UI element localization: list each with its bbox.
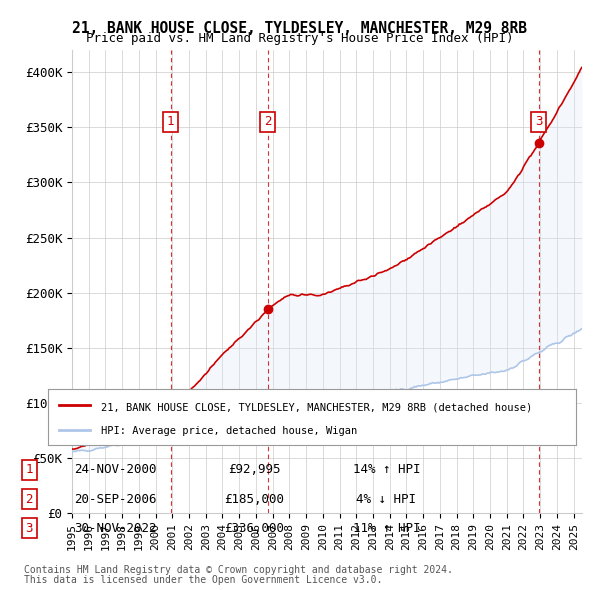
- Text: 3: 3: [26, 522, 33, 535]
- Text: 4% ↓ HPI: 4% ↓ HPI: [356, 493, 416, 506]
- Text: £92,995: £92,995: [227, 463, 280, 476]
- Text: 1: 1: [167, 115, 175, 129]
- Text: 30-NOV-2022: 30-NOV-2022: [74, 522, 157, 535]
- Text: 24-NOV-2000: 24-NOV-2000: [74, 463, 157, 476]
- Text: 20-SEP-2006: 20-SEP-2006: [74, 493, 157, 506]
- Text: 11% ↑ HPI: 11% ↑ HPI: [353, 522, 420, 535]
- Text: 2: 2: [264, 115, 272, 129]
- Text: Price paid vs. HM Land Registry's House Price Index (HPI): Price paid vs. HM Land Registry's House …: [86, 32, 514, 45]
- Text: 1: 1: [26, 463, 33, 476]
- Text: HPI: Average price, detached house, Wigan: HPI: Average price, detached house, Wiga…: [101, 427, 357, 437]
- Text: Contains HM Land Registry data © Crown copyright and database right 2024.: Contains HM Land Registry data © Crown c…: [24, 565, 453, 575]
- Text: 2: 2: [26, 493, 33, 506]
- Text: 21, BANK HOUSE CLOSE, TYLDESLEY, MANCHESTER, M29 8RB (detached house): 21, BANK HOUSE CLOSE, TYLDESLEY, MANCHES…: [101, 402, 532, 412]
- Text: 3: 3: [535, 115, 542, 129]
- Text: £336,000: £336,000: [224, 522, 284, 535]
- Text: 21, BANK HOUSE CLOSE, TYLDESLEY, MANCHESTER, M29 8RB: 21, BANK HOUSE CLOSE, TYLDESLEY, MANCHES…: [73, 21, 527, 35]
- Text: This data is licensed under the Open Government Licence v3.0.: This data is licensed under the Open Gov…: [24, 575, 382, 585]
- Text: 14% ↑ HPI: 14% ↑ HPI: [353, 463, 420, 476]
- Text: £185,000: £185,000: [224, 493, 284, 506]
